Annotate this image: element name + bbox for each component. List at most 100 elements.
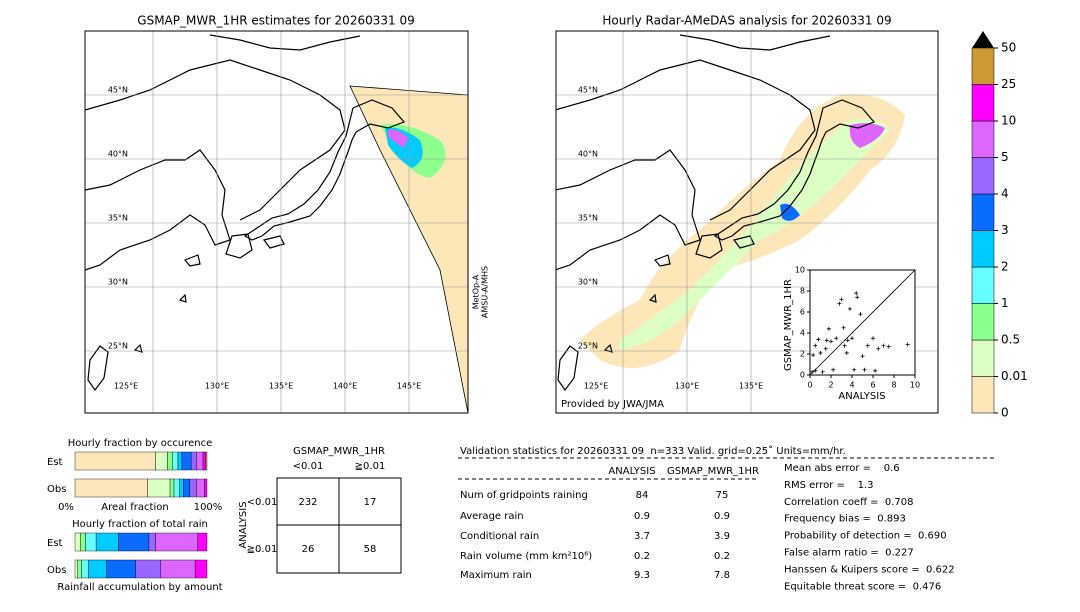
fraction-segment — [77, 559, 82, 579]
fraction-segment — [74, 532, 81, 552]
colorbar-label: 10 — [1001, 114, 1016, 128]
point — [871, 336, 875, 341]
fraction-segment — [205, 451, 208, 471]
fraction-segment — [80, 532, 86, 552]
cell: 232 — [298, 497, 317, 508]
score: Correlation coeff = 0.708 — [784, 497, 914, 508]
x-tick-label: 6 — [870, 381, 875, 390]
colorbar-label: 25 — [1001, 77, 1016, 91]
fraction-segment — [118, 532, 150, 552]
lat-label: 45°N — [108, 86, 128, 95]
contingency-title: GSMAP_MWR_1HR — [293, 446, 385, 457]
fraction-segment — [106, 559, 136, 579]
axis-label: 100% — [194, 502, 223, 513]
total-rain-footer: Rainfall accumulation by amount — [57, 582, 222, 593]
cell: 0.2 — [714, 551, 730, 562]
point — [860, 354, 865, 359]
score: Hanssen & Kuipers score = 0.622 — [784, 564, 955, 575]
y-tick-label: 2 — [800, 350, 805, 359]
row-label: Average rain — [460, 511, 524, 522]
total-rain-title: Hourly fraction of total rain — [72, 519, 208, 530]
fraction-segment — [202, 451, 206, 471]
point — [905, 342, 910, 347]
fraction-segment — [183, 478, 191, 498]
point — [873, 368, 878, 373]
axis-label: 0% — [58, 502, 74, 513]
x-tick-label: 4 — [849, 381, 854, 390]
point — [834, 336, 839, 341]
point — [881, 343, 886, 348]
lat-label: 35°N — [108, 214, 128, 223]
occurrence-title: Hourly fraction by occurence — [68, 438, 212, 449]
row-label: Num of gridpoints raining — [460, 490, 588, 501]
right-map: 45°N 40°N 35°N 30°N 25°N 125°E 130°E 135°E — [556, 31, 938, 413]
x-tick-label: 8 — [891, 381, 896, 390]
point — [837, 301, 842, 306]
fraction-segment — [173, 478, 180, 498]
cell: 0.9 — [714, 511, 730, 522]
row-label: Conditional rain — [460, 531, 539, 542]
point — [829, 339, 833, 344]
fraction-segment — [74, 559, 78, 579]
colorbar-label: 2 — [1001, 260, 1009, 274]
lon-label: 145°E — [397, 382, 421, 391]
colorbar-segment — [971, 120, 995, 158]
point — [845, 338, 850, 343]
point — [820, 369, 825, 374]
lat-label: 40°N — [578, 150, 598, 159]
point — [810, 369, 815, 374]
point — [844, 350, 849, 355]
point — [865, 343, 870, 348]
point — [850, 336, 854, 341]
fraction-segment — [85, 532, 97, 552]
lon-label: 130°E — [205, 382, 229, 391]
fraction-segment — [179, 478, 184, 498]
lat-label: 35°N — [578, 214, 598, 223]
column-header: GSMAP_MWR_1HR — [667, 466, 759, 477]
point — [824, 338, 829, 343]
colorbar-segment — [971, 303, 995, 341]
point — [813, 343, 818, 348]
lat-label: 25°N — [578, 342, 598, 351]
cell: 0.9 — [634, 511, 650, 522]
y-tick-label: 10 — [795, 266, 805, 275]
scatter-ylabel: GSMAP_MWR_1HR — [783, 279, 794, 371]
cell: 75 — [716, 490, 729, 501]
fraction-segment — [147, 478, 171, 498]
score: RMS error = 1.3 — [784, 480, 874, 491]
fraction-segment — [177, 451, 183, 471]
colorbar-label: 5 — [1001, 150, 1009, 164]
lat-label: 40°N — [108, 150, 128, 159]
colorbar-segment — [971, 376, 995, 414]
fraction-segment — [169, 478, 175, 498]
y-tick-label: 0 — [800, 371, 805, 380]
lon-label: 130°E — [675, 382, 699, 391]
colorbar-segment — [971, 157, 995, 195]
colorbar-segment — [971, 47, 995, 85]
colorbar-segment — [971, 266, 995, 304]
cell: 84 — [636, 490, 649, 501]
lon-label: 135°E — [739, 382, 763, 391]
point — [854, 291, 859, 296]
colorbar-label: 0.5 — [1001, 333, 1020, 347]
fraction-segment — [155, 451, 168, 471]
point — [862, 367, 867, 372]
y-tick-label: 6 — [800, 308, 805, 317]
colorbar-segment — [971, 84, 995, 122]
lon-label: 125°E — [114, 382, 138, 391]
cell: 9.3 — [634, 570, 650, 581]
colorbar-segment — [971, 193, 995, 231]
fraction-segment — [135, 559, 162, 579]
point — [811, 353, 816, 358]
x-tick-label: 10 — [910, 381, 920, 390]
point — [839, 297, 844, 302]
fraction-segment — [194, 559, 208, 579]
credit: Provided by JWA/JMA — [561, 399, 664, 410]
diagonal — [809, 269, 916, 376]
fraction-segment — [81, 559, 89, 579]
lon-label: 135°E — [269, 382, 293, 391]
row-label: Obs — [47, 565, 66, 576]
fraction-segment — [181, 451, 192, 471]
row-label: Est — [47, 457, 63, 468]
